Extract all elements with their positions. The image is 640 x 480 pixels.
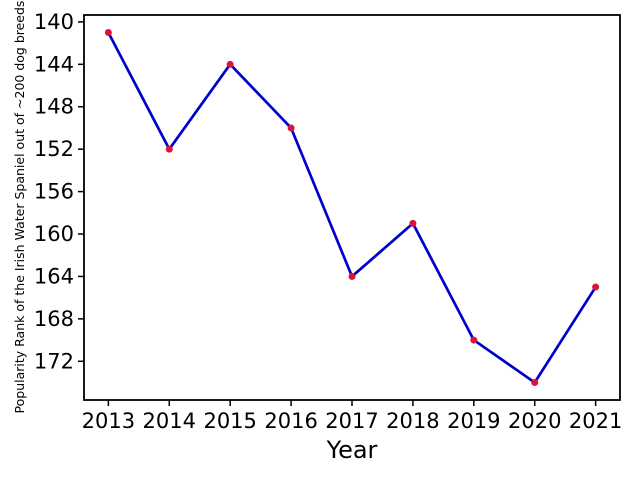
data-line xyxy=(107,31,597,384)
data-point xyxy=(592,283,600,291)
data-point xyxy=(287,124,295,132)
x-tick-label: 2020 xyxy=(508,409,561,433)
x-tick-label: 2021 xyxy=(569,409,622,433)
data-point xyxy=(531,379,539,386)
data-point xyxy=(409,219,417,227)
y-tick-label: 152 xyxy=(34,137,74,161)
data-point xyxy=(226,60,234,68)
x-tick-label: 2013 xyxy=(82,409,135,433)
y-tick-label: 172 xyxy=(34,349,74,373)
y-tick-label: 164 xyxy=(34,264,74,288)
y-tick-label: 156 xyxy=(34,180,74,204)
y-tick-label: 148 xyxy=(34,95,74,119)
x-tick-label: 2019 xyxy=(447,409,500,433)
y-tick-label: 144 xyxy=(34,52,74,76)
y-tick-label: 168 xyxy=(34,307,74,331)
data-point xyxy=(104,29,112,36)
x-tick-label: 2016 xyxy=(264,409,317,433)
y-tick-label: 160 xyxy=(34,222,74,246)
data-point xyxy=(165,145,173,153)
data-point xyxy=(348,272,356,280)
x-tick-label: 2014 xyxy=(143,409,196,433)
axes-spines xyxy=(83,14,621,401)
x-tick-label: 2018 xyxy=(386,409,439,433)
data-point xyxy=(470,336,478,344)
x-axis-label: Year xyxy=(326,436,378,464)
x-tick-label: 2015 xyxy=(203,409,256,433)
y-tick-label: 140 xyxy=(34,10,74,34)
x-tick-label: 2017 xyxy=(325,409,378,433)
